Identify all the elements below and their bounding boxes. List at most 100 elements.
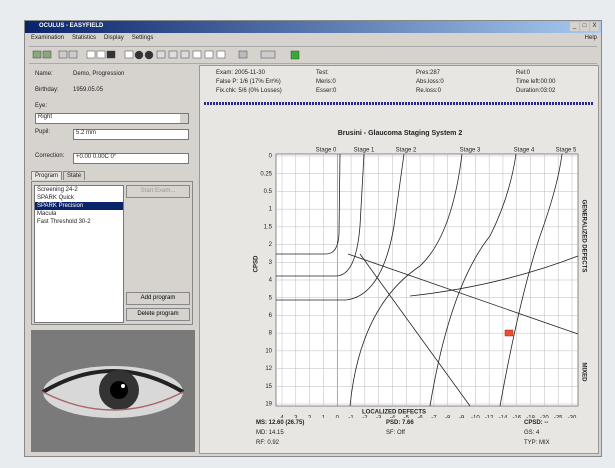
menu-help[interactable]: Help <box>584 35 597 41</box>
icon[interactable] <box>156 50 166 59</box>
stage-boundary <box>276 153 341 255</box>
toolbar-icons <box>32 50 300 60</box>
icon[interactable] <box>42 50 52 59</box>
y-tick-label: 0.25 <box>260 171 272 177</box>
x-tick-label: -9 <box>459 416 465 418</box>
patient-marker <box>504 329 514 337</box>
x-tick-label: -12 <box>485 416 494 418</box>
result-item: MS: 12.60 (26.75) <box>256 420 305 426</box>
menu-item[interactable]: Examination <box>31 35 65 41</box>
menu-bar: Examination Statistics Display Settings <box>31 35 153 41</box>
x-tick-label: 2 <box>308 416 312 418</box>
exam-info-item: Test: <box>316 70 329 76</box>
window-controls: _ □ X <box>570 22 599 31</box>
y-tick-label: 4 <box>269 278 273 284</box>
stage-label: Stage 2 <box>396 148 417 154</box>
y-axis-label: CPSD <box>254 255 260 272</box>
icon[interactable] <box>96 50 106 59</box>
program-item[interactable]: Fast Threshold 30-2 <box>37 219 91 225</box>
staging-graph: Brusini - Glaucoma Staging System 243210… <box>254 130 587 418</box>
delete-program-button[interactable]: Delete program <box>126 308 190 321</box>
window-control[interactable]: X <box>590 22 599 31</box>
x-tick-label: -1 <box>348 416 354 418</box>
program-item[interactable]: SPARK Precision <box>35 202 123 210</box>
icon[interactable] <box>32 50 42 59</box>
tab[interactable]: Program <box>31 171 63 180</box>
stage-boundary <box>429 153 517 407</box>
exam-info-item: Time left:00:00 <box>516 79 556 85</box>
x-tick-label: -2 <box>362 416 368 418</box>
eye-select[interactable]: Right <box>35 113 189 124</box>
exam-info-item: Rel:0 <box>516 70 531 76</box>
region-label: LOCALIZED DEFECTS <box>362 410 426 416</box>
y-tick-label: 8 <box>269 331 273 337</box>
pupil-input[interactable]: 5.2 mm <box>73 129 189 140</box>
stage-label: Stage 4 <box>514 148 535 154</box>
menu-item[interactable]: Settings <box>131 35 154 41</box>
menu-item[interactable]: Statistics <box>72 35 97 41</box>
exam-info-item: Pres:287 <box>416 70 441 76</box>
icon[interactable] <box>68 50 78 59</box>
y-tick-label: 0 <box>269 154 273 160</box>
icon[interactable] <box>290 50 300 60</box>
y-tick-label: 6 <box>269 313 273 319</box>
x-tick-label: -16 <box>512 416 521 418</box>
x-tick-label: -20 <box>540 416 549 418</box>
x-tick-label: 1 <box>322 416 326 418</box>
icon[interactable] <box>180 50 190 59</box>
stage-boundary <box>347 253 579 335</box>
menu-item[interactable]: Display <box>104 35 124 41</box>
x-tick-label: -4 <box>390 416 396 418</box>
icon[interactable] <box>144 50 154 60</box>
icon[interactable] <box>134 50 144 60</box>
exam-info-item: Meris:0 <box>316 79 336 85</box>
result-item: GS: 4 <box>524 430 540 436</box>
results: MS: 12.60 (26.75) MD: 14.15 RF: 0.92 PSD: 7… <box>256 418 586 452</box>
window: OCULUS - EASYFIELD _ □ X Examination Statis… <box>24 20 602 457</box>
exam-info-item: Esser:0 <box>316 88 337 94</box>
x-tick-label: -30 <box>568 416 577 418</box>
add-program-button[interactable]: Add program <box>126 292 190 305</box>
icon[interactable] <box>204 50 214 59</box>
x-tick-label: -6 <box>417 416 423 418</box>
icon[interactable] <box>124 50 134 59</box>
region-label: MIXED <box>580 362 586 382</box>
icon[interactable] <box>58 50 68 59</box>
icon[interactable] <box>216 50 226 59</box>
x-tick-label: 4 <box>280 416 284 418</box>
y-tick-label: 10 <box>265 348 272 354</box>
tab[interactable]: State <box>63 171 86 180</box>
result-item: SF: Off <box>386 430 405 436</box>
results-panel: Exam: 2005-11-30 False P: 1/6 (17% Err%) F… <box>199 65 599 454</box>
stage-label: Stage 5 <box>556 148 577 154</box>
x-tick-label: -18 <box>526 416 535 418</box>
icon[interactable] <box>106 50 116 59</box>
window-control[interactable]: _ <box>570 22 579 31</box>
graph-title: Brusini - Glaucoma Staging System 2 <box>338 130 463 137</box>
y-tick-label: 5 <box>269 295 273 301</box>
exam-info: Exam: 2005-11-30 False P: 1/6 (17% Err%) F… <box>216 70 586 100</box>
icon[interactable] <box>168 50 178 59</box>
stage-boundary <box>276 153 405 301</box>
icon[interactable] <box>192 50 202 59</box>
program-list: Screening 24-2 SPARK Quick SPARK Precision… <box>34 185 124 323</box>
icon[interactable] <box>86 50 96 59</box>
program-item[interactable]: Screening 24-2 <box>37 187 78 193</box>
program-item[interactable]: Macula <box>37 211 57 217</box>
icon[interactable] <box>260 50 276 59</box>
tab-page: Screening 24-2 SPARK Quick SPARK Precision… <box>31 181 193 325</box>
correction-input[interactable]: +0.00 0.00C 0° <box>73 153 189 164</box>
y-tick-label: 2 <box>269 242 273 248</box>
label: Birthday: <box>35 87 59 93</box>
x-tick-label: -14 <box>499 416 508 418</box>
start-exam-button[interactable]: Start Exam... <box>126 185 190 198</box>
icon[interactable] <box>238 50 248 59</box>
stage-label: Stage 1 <box>354 148 375 154</box>
exam-info-item: False P: 1/6 (17% Err%) <box>216 79 281 85</box>
y-tick-label: 19 <box>265 402 272 408</box>
window-control[interactable]: □ <box>580 22 589 31</box>
program-item[interactable]: SPARK Quick <box>37 195 74 201</box>
divider <box>204 102 594 105</box>
x-tick-label: 3 <box>294 416 298 418</box>
